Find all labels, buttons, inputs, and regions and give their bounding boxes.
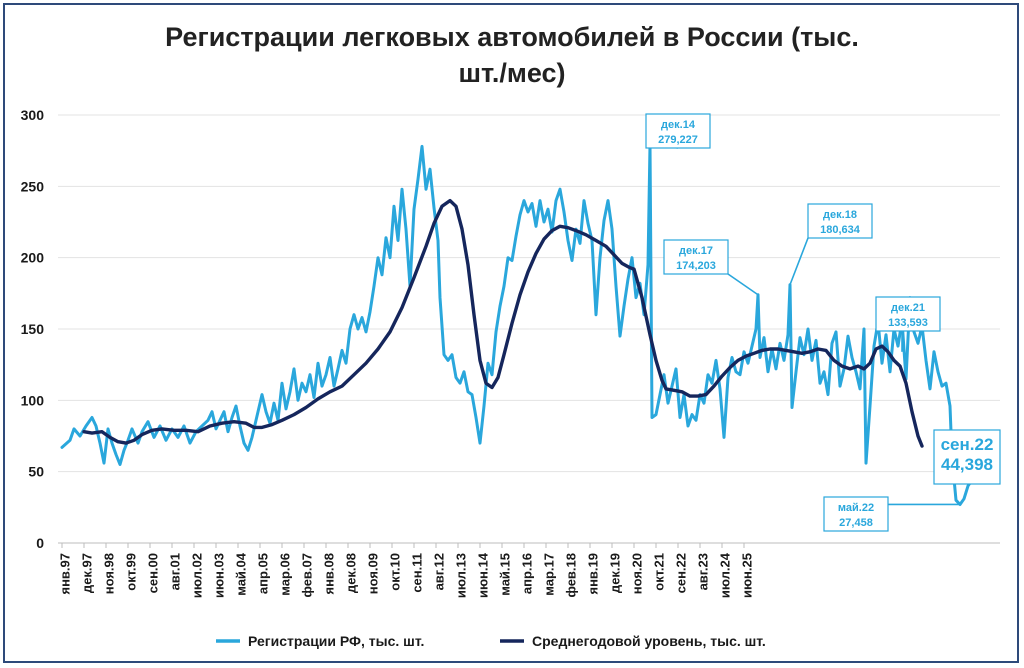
y-tick-label: 250 [21,178,45,194]
annotation-callout: дек.18 180,634 [789,203,873,286]
y-axis-ticks: 0 50 100 150 200 250 300 [21,107,45,551]
x-tick-label: ноя.20 [629,553,644,594]
x-tick-label: дек.19 [607,553,622,593]
x-tick-label: авг.12 [431,553,446,590]
annotation-callout: май.22 27,458 [823,496,960,532]
annotation-callout: дек.21 133,593 [875,296,941,352]
x-tick-label: авг.23 [695,553,710,590]
annotation-text: дек.14 [661,119,696,131]
x-tick-label: июн.03 [211,553,226,598]
x-tick-label: июн.25 [739,553,754,598]
series-line-2 [82,198,924,448]
x-tick-label: фев.07 [299,553,314,598]
y-tick-label: 200 [21,250,45,266]
legend-item: Среднегодовой уровень, тыс. шт. [500,633,766,649]
x-tick-label: окт.10 [387,553,402,591]
legend: Регистрации РФ, тыс. шт. Среднегодовой ур… [216,633,766,649]
annotation-box [807,203,873,239]
annotation-text: 174,203 [676,260,716,272]
y-tick-label: 300 [21,107,45,123]
x-tick-label: сен.11 [409,553,424,593]
x-tick-label: ноя.98 [101,553,116,594]
annotation-text: 27,458 [839,517,873,529]
series-lines [60,143,974,506]
y-tick-label: 100 [21,392,45,408]
y-tick-label: 150 [21,321,45,337]
x-tick-label: фев.18 [563,553,578,598]
legend-item: Регистрации РФ, тыс. шт. [216,633,424,649]
y-tick-label: 0 [36,535,44,551]
x-tick-label: сен.22 [673,553,688,593]
x-tick-label: окт.99 [123,553,138,591]
legend-label: Регистрации РФ, тыс. шт. [248,633,424,649]
x-tick-label: янв.97 [57,553,72,595]
annotation-text: май.22 [838,502,874,514]
x-tick-label: апр.16 [519,553,534,594]
gridlines [58,114,1000,544]
legend-label: Среднегодовой уровень, тыс. шт. [532,633,766,649]
annotation-text: сен.22 [941,435,994,454]
x-axis-ticks: янв.97 дек.97 ноя.98 окт.99 сен.00 авг.01 июл.… [57,543,754,598]
annotation-text: 279,227 [658,134,698,146]
x-tick-label: май.15 [497,553,512,596]
x-tick-label: янв.08 [321,553,336,595]
annotation-text: 180,634 [820,224,861,236]
x-tick-label: мар.06 [277,553,292,596]
annotation-text: дек.17 [679,245,713,257]
x-tick-label: май.04 [233,552,248,596]
annotation-callout: дек.14 279,227 [645,113,711,149]
x-tick-label: июл.02 [189,553,204,598]
x-tick-label: янв.19 [585,553,600,595]
annotation-box [663,239,729,275]
x-tick-label: июл.24 [717,552,732,598]
series-line-1 [60,143,974,506]
x-tick-label: сен.00 [145,553,160,593]
annotation-text: дек.21 [891,302,925,314]
x-tick-label: июл.13 [453,553,468,598]
annotation-text: 44,398 [941,455,993,474]
annotations: дек.14279,227дек.17174,203дек.18180,634д… [645,113,1001,532]
annotation-leader [727,273,759,296]
annotation-box [875,296,941,332]
x-tick-label: мар.17 [541,553,556,596]
x-tick-label: окт.21 [651,553,666,591]
annotation-box [933,429,1001,485]
x-tick-label: ноя.09 [365,553,380,594]
x-tick-label: дек.97 [79,553,94,593]
x-tick-label: июн.14 [475,552,490,598]
annotation-callout: дек.17 174,203 [663,239,759,296]
annotation-text: дек.18 [823,209,857,221]
annotation-text: 133,593 [888,317,928,329]
x-tick-label: дек.08 [343,553,358,593]
annotation-leader [789,237,809,286]
chart-title-line: шт./мес) [459,58,566,88]
annotation-box [823,496,889,532]
y-tick-label: 50 [28,464,44,480]
x-tick-label: авг.01 [167,553,182,590]
annotation-box [645,113,711,149]
chart-title-line: Регистрации легковых автомобилей в Росси… [165,22,859,52]
chart-title: Регистрации легковых автомобилей в Росси… [165,22,859,88]
x-tick-label: апр.05 [255,553,270,594]
